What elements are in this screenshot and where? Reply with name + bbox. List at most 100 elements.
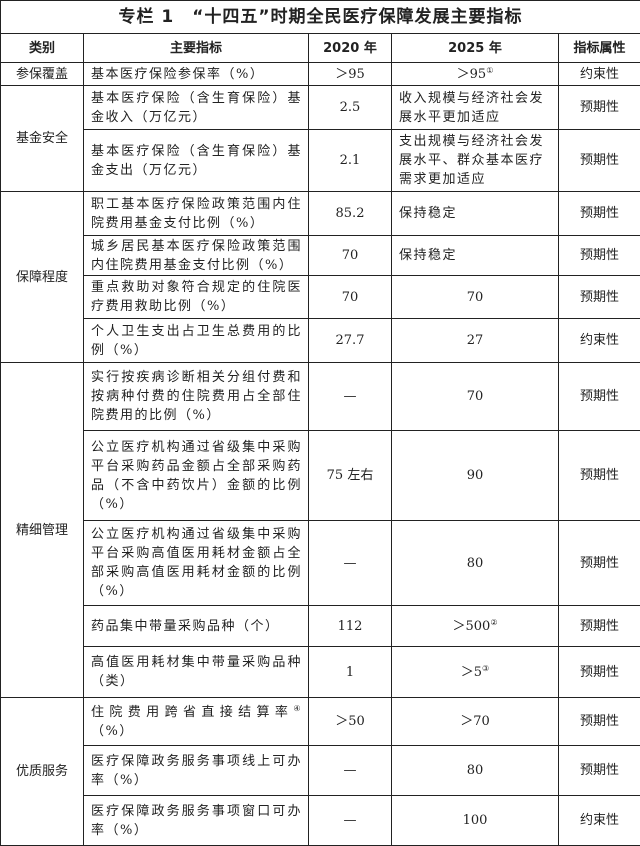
indicator-cell: 基本医疗保险参保率（%） bbox=[84, 63, 309, 86]
header-category: 类别 bbox=[1, 34, 84, 63]
attribute-cell: 预期性 bbox=[559, 746, 640, 796]
table-row: 医疗保障政务服务事项线上可办率（%）— 80 预期性 bbox=[1, 746, 640, 796]
indicator-text: 基本医疗保险参保率（%） bbox=[91, 67, 264, 82]
indicator-cell: 基本医疗保险（含生育保险）基金收入（万亿元） bbox=[84, 86, 309, 130]
value-2025-cell: 80 bbox=[392, 521, 559, 606]
value-2020-cell: — bbox=[309, 796, 392, 846]
indicator-text: 城乡居民基本医疗保险政策范围内住院费用基金支付比例（%） bbox=[91, 239, 302, 273]
indicator-cell: 公立医疗机构通过省级集中采购平台采购药品金额占全部采购药品（不含中药饮片）金额的… bbox=[84, 431, 309, 521]
table-row: 公立医疗机构通过省级集中采购平台采购高值医用耗材金额占全部采购高值医用耗材金额的… bbox=[1, 521, 640, 606]
value-2025-cell: ＞5③ bbox=[392, 647, 559, 698]
value-2020-cell: 2.5 bbox=[309, 86, 392, 130]
indicator-text: 医疗保障政务服务事项窗口可办率（%） bbox=[91, 804, 302, 838]
indicator-cell: 公立医疗机构通过省级集中采购平台采购高值医用耗材金额占全部采购高值医用耗材金额的… bbox=[84, 521, 309, 606]
attribute-cell: 预期性 bbox=[559, 130, 640, 192]
attribute-cell: 约束性 bbox=[559, 319, 640, 363]
value-2020-cell: — bbox=[309, 746, 392, 796]
value-2025-text: 保持稳定 bbox=[399, 248, 457, 263]
table-row: 精细管理实行按疾病诊断相关分组付费和按病种付费的住院费用占全部住院费用的比例（%… bbox=[1, 363, 640, 431]
value-2025-cell: ＞95① bbox=[392, 63, 559, 86]
attribute-cell: 约束性 bbox=[559, 63, 640, 86]
table-row: 城乡居民基本医疗保险政策范围内住院费用基金支付比例（%）70 保持稳定 预期性 bbox=[1, 236, 640, 276]
value-2020-cell: 112 bbox=[309, 606, 392, 647]
value-2025-cell: 70 bbox=[392, 276, 559, 319]
value-2025-cell: 27 bbox=[392, 319, 559, 363]
indicator-text: 公立医疗机构通过省级集中采购平台采购药品金额占全部采购药品（不含中药饮片）金额的… bbox=[91, 440, 302, 512]
value-2025-cell: 保持稳定 bbox=[392, 236, 559, 276]
indicator-text: 药品集中带量采购品种（个） bbox=[91, 619, 280, 634]
value-2025-cell: ＞500② bbox=[392, 606, 559, 647]
indicator-text: 医疗保障政务服务事项线上可办率（%） bbox=[91, 754, 302, 788]
indicator-cell: 城乡居民基本医疗保险政策范围内住院费用基金支付比例（%） bbox=[84, 236, 309, 276]
value-2020-cell: 70 bbox=[309, 236, 392, 276]
category-cell: 基金安全 bbox=[1, 86, 84, 192]
value-2025-cell: 80 bbox=[392, 746, 559, 796]
indicator-cell: 个人卫生支出占卫生总费用的比例（%） bbox=[84, 319, 309, 363]
value-2025-cell: 支出规模与经济社会发展水平、群众基本医疗需求更加适应 bbox=[392, 130, 559, 192]
attribute-cell: 预期性 bbox=[559, 431, 640, 521]
value-2025-text: ＞95 bbox=[457, 67, 487, 82]
value-2025-text: 100 bbox=[463, 813, 488, 828]
indicator-cell: 高值医用耗材集中带量采购品种（类） bbox=[84, 647, 309, 698]
indicator-cell: 基本医疗保险（含生育保险）基金支出（万亿元） bbox=[84, 130, 309, 192]
indicator-cell: 医疗保障政务服务事项窗口可办率（%） bbox=[84, 796, 309, 846]
value-2025-text: 70 bbox=[467, 290, 484, 305]
value-2025-text: 支出规模与经济社会发展水平、群众基本医疗需求更加适应 bbox=[399, 134, 544, 187]
indicator-cell: 住院费用跨省直接结算率④（%） bbox=[84, 698, 309, 746]
attribute-cell: 预期性 bbox=[559, 276, 640, 319]
value-2020-cell: 75 左右 bbox=[309, 431, 392, 521]
attribute-cell: 预期性 bbox=[559, 521, 640, 606]
value-2025-cell: 收入规模与经济社会发展水平更加适应 bbox=[392, 86, 559, 130]
value-2025-text: 90 bbox=[467, 468, 484, 483]
value-2020-cell: — bbox=[309, 521, 392, 606]
value-2025-cell: 90 bbox=[392, 431, 559, 521]
attribute-cell: 预期性 bbox=[559, 86, 640, 130]
value-2020-cell: ＞50 bbox=[309, 698, 392, 746]
category-cell: 精细管理 bbox=[1, 363, 84, 698]
indicator-cell: 职工基本医疗保险政策范围内住院费用基金支付比例（%） bbox=[84, 192, 309, 236]
value-2025-cell: ＞70 bbox=[392, 698, 559, 746]
attribute-cell: 约束性 bbox=[559, 796, 640, 846]
attribute-cell: 预期性 bbox=[559, 236, 640, 276]
attribute-cell: 预期性 bbox=[559, 363, 640, 431]
indicator-text: 个人卫生支出占卫生总费用的比例（%） bbox=[91, 324, 302, 358]
value-2020-cell: 85.2 bbox=[309, 192, 392, 236]
value-2025-cell: 100 bbox=[392, 796, 559, 846]
header-2025: 2025 年 bbox=[392, 34, 559, 63]
footnote-mark: ② bbox=[490, 618, 497, 627]
indicator-cell: 实行按疾病诊断相关分组付费和按病种付费的住院费用占全部住院费用的比例（%） bbox=[84, 363, 309, 431]
category-cell: 保障程度 bbox=[1, 192, 84, 363]
attribute-cell: 预期性 bbox=[559, 698, 640, 746]
category-cell: 优质服务 bbox=[1, 698, 84, 846]
value-2025-text: 80 bbox=[467, 763, 484, 778]
header-indicator: 主要指标 bbox=[84, 34, 309, 63]
indicator-text: 公立医疗机构通过省级集中采购平台采购高值医用耗材金额占全部采购高值医用耗材金额的… bbox=[91, 527, 302, 599]
indicator-text: 职工基本医疗保险政策范围内住院费用基金支付比例（%） bbox=[91, 197, 302, 231]
indicator-cell: 药品集中带量采购品种（个） bbox=[84, 606, 309, 647]
header-attribute: 指标属性 bbox=[559, 34, 640, 63]
indicator-unit: （%） bbox=[91, 724, 134, 739]
indicator-text: 实行按疾病诊断相关分组付费和按病种付费的住院费用占全部住院费用的比例（%） bbox=[91, 370, 302, 423]
value-2025-text: ＞5 bbox=[461, 665, 482, 680]
value-2020-cell: 1 bbox=[309, 647, 392, 698]
indicator-text: 基本医疗保险（含生育保险）基金收入（万亿元） bbox=[91, 91, 302, 125]
attribute-cell: 预期性 bbox=[559, 606, 640, 647]
value-2025-text: 27 bbox=[467, 333, 484, 348]
value-2025-text: ＞500 bbox=[453, 619, 491, 634]
value-2025-text: 收入规模与经济社会发展水平更加适应 bbox=[399, 91, 544, 125]
indicator-text: 重点救助对象符合规定的住院医疗费用救助比例（%） bbox=[91, 280, 302, 314]
value-2025-text: 80 bbox=[467, 556, 484, 571]
value-2025-cell: 70 bbox=[392, 363, 559, 431]
indicator-cell: 医疗保障政务服务事项线上可办率（%） bbox=[84, 746, 309, 796]
footnote-mark: ① bbox=[486, 66, 493, 75]
indicator-text: 基本医疗保险（含生育保险）基金支出（万亿元） bbox=[91, 144, 302, 178]
